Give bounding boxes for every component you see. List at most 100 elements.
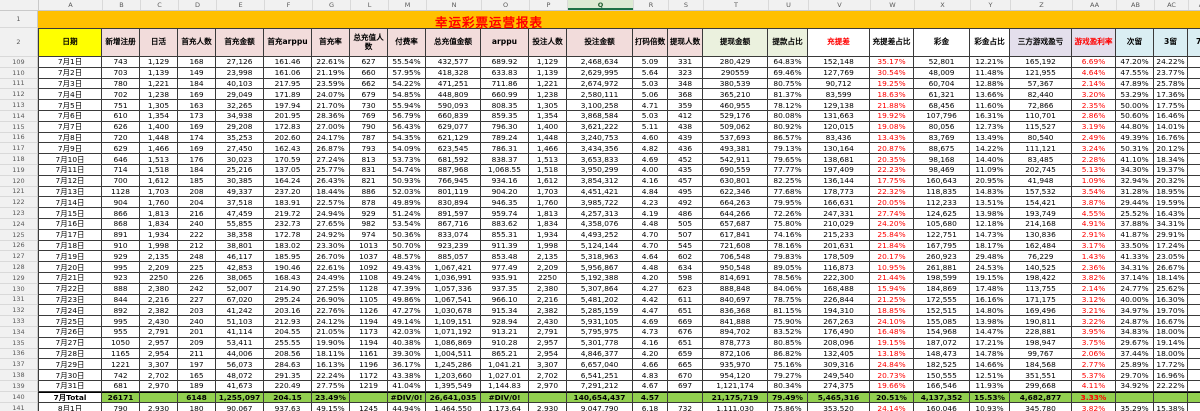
row-number[interactable]: 129	[0, 272, 38, 284]
cell[interactable]: 160,046	[914, 403, 970, 411]
cell[interactable]: 27,126	[216, 57, 264, 68]
cell[interactable]: 39.30%	[388, 348, 426, 360]
cell[interactable]: 2.06%	[1072, 348, 1116, 360]
cell[interactable]: 2,702	[140, 370, 178, 381]
cell[interactable]: 679	[350, 89, 388, 101]
cell[interactable]: 49.43%	[388, 262, 426, 273]
cell[interactable]: 24.94%	[312, 208, 350, 219]
cell[interactable]: 24.07%	[312, 89, 350, 101]
cell[interactable]: 977.49	[481, 262, 529, 273]
cell[interactable]: 610	[102, 110, 140, 122]
cell[interactable]: 50.70%	[388, 240, 426, 252]
cell[interactable]	[1154, 391, 1188, 404]
cell[interactable]: 1.43%	[1072, 251, 1116, 263]
cell[interactable]: 16.48%	[870, 326, 914, 338]
cell[interactable]: 629	[102, 143, 140, 155]
cell[interactable]: 12.18%	[970, 218, 1010, 230]
cell[interactable]: 118,835	[914, 186, 970, 198]
cell[interactable]: 111,121	[1010, 143, 1072, 155]
cell[interactable]: 1,834	[140, 218, 178, 230]
cell[interactable]: 174	[178, 132, 216, 144]
cell[interactable]: 937.63	[264, 403, 312, 411]
cell[interactable]: 204.15	[264, 391, 312, 404]
cell[interactable]: 1219	[350, 380, 388, 392]
cell[interactable]: 2250	[140, 272, 178, 284]
column-header[interactable]: 三方游戏盈亏	[1010, 28, 1072, 57]
cell[interactable]: 4,451,421	[567, 186, 633, 198]
column-header[interactable]: 彩金占比	[970, 28, 1010, 57]
cell[interactable]: 742	[102, 370, 140, 381]
cell[interactable]	[1188, 326, 1200, 338]
cell[interactable]: 40.38%	[388, 337, 426, 349]
cell[interactable]	[1188, 121, 1200, 133]
cell[interactable]: 113,755	[1010, 283, 1072, 295]
cell[interactable]: 4.23	[633, 197, 668, 209]
cell[interactable]: 1,518	[529, 164, 567, 176]
cell[interactable]: 11.60%	[970, 100, 1010, 111]
cell[interactable]: 412	[668, 110, 703, 122]
cell[interactable]: 2,430	[529, 316, 567, 327]
cell[interactable]: 4.27	[633, 283, 668, 295]
cell[interactable]	[1188, 154, 1200, 165]
cell[interactable]: 37,518	[216, 197, 264, 209]
cell[interactable]: 5,956,867	[567, 262, 633, 273]
cell[interactable]: 29.67%	[1116, 337, 1154, 349]
column-letter-O[interactable]: O	[482, 0, 530, 10]
cell[interactable]	[1188, 337, 1200, 349]
cell[interactable]: 1,057,336	[426, 283, 481, 295]
row-number[interactable]: 115	[0, 121, 38, 133]
cell[interactable]: 5.03	[633, 110, 668, 122]
cell[interactable]: 43.38%	[388, 370, 426, 381]
row-number[interactable]: 131	[0, 294, 38, 306]
cell[interactable]: 49.39%	[1116, 132, 1154, 144]
cell[interactable]: 836,368	[703, 305, 768, 317]
cell[interactable]: 57.95%	[388, 67, 426, 79]
cell[interactable]: 4.64%	[1072, 67, 1116, 79]
column-letter-F[interactable]: F	[265, 0, 313, 10]
column-header[interactable]: 提款占比	[768, 28, 808, 57]
cell[interactable]	[1188, 175, 1200, 187]
cell[interactable]	[1188, 370, 1200, 381]
cell[interactable]: 98,469	[914, 164, 970, 176]
cell[interactable]: 131,663	[808, 110, 870, 122]
cell[interactable]: 184,568	[1010, 359, 1072, 371]
cell[interactable]: 1245	[350, 403, 388, 411]
cell[interactable]: 20.17%	[870, 251, 914, 263]
cell[interactable]: 4.70	[633, 229, 668, 241]
column-letter-S[interactable]: S	[669, 0, 704, 10]
cell[interactable]: 84.06%	[768, 283, 808, 295]
cell[interactable]: 3,868,584	[567, 110, 633, 122]
cell[interactable]: 786.31	[481, 143, 529, 155]
cell[interactable]: 80,056	[914, 121, 970, 133]
column-header[interactable]: 首充人数	[178, 28, 216, 57]
column-letter-D[interactable]: D	[179, 0, 217, 10]
cell[interactable]: 855.31	[481, 229, 529, 241]
date-cell[interactable]: 8月1日	[38, 403, 102, 411]
cell[interactable]: 714	[102, 164, 140, 176]
cell[interactable]: 910.28	[481, 337, 529, 349]
cell[interactable]: #DIV/0!	[481, 391, 529, 404]
cell[interactable]: 4.70	[633, 240, 668, 252]
cell[interactable]: 3.20%	[1072, 89, 1116, 101]
column-header[interactable]: 总充值金额	[426, 28, 481, 57]
cell[interactable]: 629,077	[426, 121, 481, 133]
cell[interactable]: 853.48	[481, 251, 529, 263]
row-number[interactable]: 2	[0, 28, 38, 57]
cell[interactable]: 208.56	[264, 348, 312, 360]
cell[interactable]: 380,539	[703, 78, 768, 90]
cell[interactable]: 169	[178, 143, 216, 155]
cell[interactable]: 4.19	[633, 208, 668, 219]
cell[interactable]: 260,923	[914, 251, 970, 263]
date-cell[interactable]: 7月2日	[38, 67, 102, 79]
cell[interactable]: 18.17%	[970, 240, 1010, 252]
cell[interactable]: 83,599	[808, 89, 870, 101]
cell[interactable]: 1194	[350, 337, 388, 349]
cell[interactable]: 623,545	[426, 143, 481, 155]
cell[interactable]	[350, 391, 388, 404]
cell[interactable]: 5,931,105	[567, 316, 633, 327]
cell[interactable]	[1188, 67, 1200, 79]
cell[interactable]: 1,305	[529, 100, 567, 111]
cell[interactable]: 24.87%	[1116, 316, 1154, 327]
column-letter-R[interactable]: R	[634, 0, 669, 10]
column-letter-A[interactable]: A	[39, 0, 103, 10]
